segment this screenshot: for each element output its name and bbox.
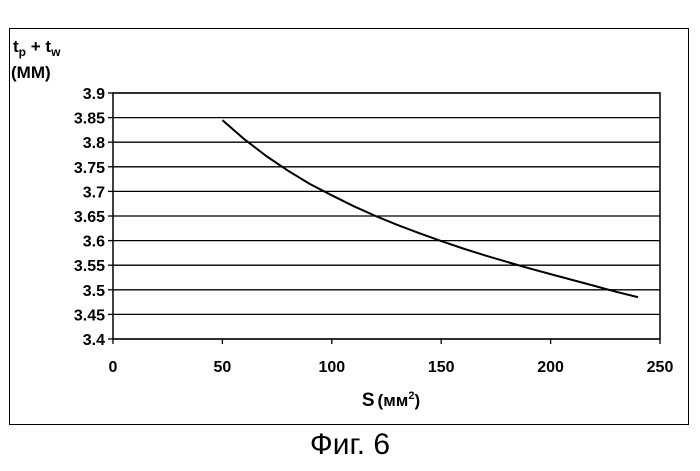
- x-tick-label: 100: [318, 359, 345, 376]
- y-tick-label: 3.4: [83, 332, 105, 349]
- y-tick-label: 3.65: [74, 209, 105, 226]
- y-tick-label: 3.7: [83, 184, 105, 201]
- y-axis-unit: (ММ): [11, 63, 51, 82]
- y-tick-label: 3.85: [74, 111, 105, 128]
- x-axis-ticks: 0 50 100 150 200 250: [109, 339, 674, 376]
- y-tick-label: 3.45: [74, 307, 105, 324]
- x-tick-label: 250: [647, 359, 674, 376]
- y-axis-ticks: 3.9 3.85 3.8 3.75 3.7 3.65 3.6 3.55 3.5 3.45 3.4: [74, 86, 113, 349]
- y-tick-label: 3.6: [83, 234, 105, 251]
- y-tick-label: 3.8: [83, 135, 105, 152]
- x-axis-title: S(мм2): [362, 390, 420, 411]
- y-axis-title: tp + tw: [13, 37, 61, 59]
- series-line: [222, 120, 638, 297]
- x-tick-label: 50: [214, 359, 232, 376]
- grid-layer: [113, 93, 660, 339]
- y-tick-label: 3.9: [83, 86, 105, 103]
- x-tick-label: 150: [428, 359, 455, 376]
- figure-caption: Фиг. 6: [0, 428, 700, 462]
- y-tick-label: 3.55: [74, 258, 105, 275]
- y-tick-label: 3.5: [83, 283, 105, 300]
- x-tick-label: 200: [537, 359, 564, 376]
- x-tick-label: 0: [109, 359, 118, 376]
- series-layer: [222, 120, 638, 297]
- y-tick-label: 3.75: [74, 160, 105, 177]
